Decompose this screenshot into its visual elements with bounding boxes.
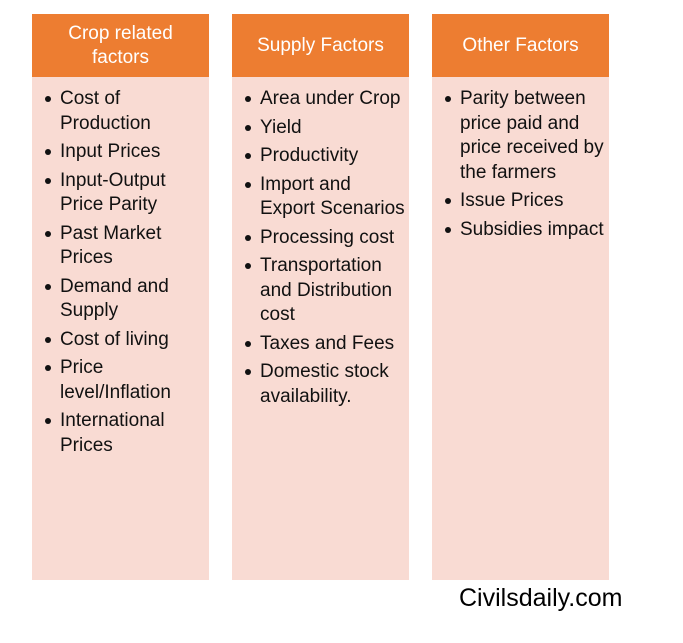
list-item: Past Market Prices — [45, 222, 206, 271]
list-item: Issue Prices — [445, 189, 606, 214]
column: Crop related factors Cost of Production In… — [32, 14, 209, 580]
list-item: Transportation and Distribution cost — [245, 254, 406, 328]
column: Other Factors Parity between price paid a… — [432, 14, 609, 580]
list-item: Area under Crop — [245, 87, 406, 112]
list-item: Subsidies impact — [445, 218, 606, 243]
item-list: Cost of Production Input Prices Input-Outp… — [32, 77, 209, 458]
list-item: Productivity — [245, 144, 406, 169]
list-item: Import and Export Scenarios — [245, 173, 406, 222]
column-header: Other Factors — [432, 14, 609, 77]
list-item: Taxes and Fees — [245, 332, 406, 357]
list-item: Input Prices — [45, 140, 206, 165]
item-list: Area under Crop Yield Productivity Import a… — [232, 77, 409, 409]
list-item: Price level/Inflation — [45, 356, 206, 405]
list-item: Demand and Supply — [45, 275, 206, 324]
list-item: Input-Output Price Parity — [45, 169, 206, 218]
column-header: Crop related factors — [32, 14, 209, 77]
list-item: International Prices — [45, 409, 206, 458]
list-item: Cost of living — [45, 328, 206, 353]
list-item: Yield — [245, 116, 406, 141]
list-item: Domestic stock availability. — [245, 360, 406, 409]
column: Supply Factors Area under Crop Yield Produc… — [232, 14, 409, 580]
column-header: Supply Factors — [232, 14, 409, 77]
watermark: Civilsdaily.com — [459, 584, 623, 612]
list-item: Cost of Production — [45, 87, 206, 136]
list-item: Parity between price paid and price rece… — [445, 87, 606, 185]
list-item: Processing cost — [245, 226, 406, 251]
item-list: Parity between price paid and price rece… — [432, 77, 609, 242]
